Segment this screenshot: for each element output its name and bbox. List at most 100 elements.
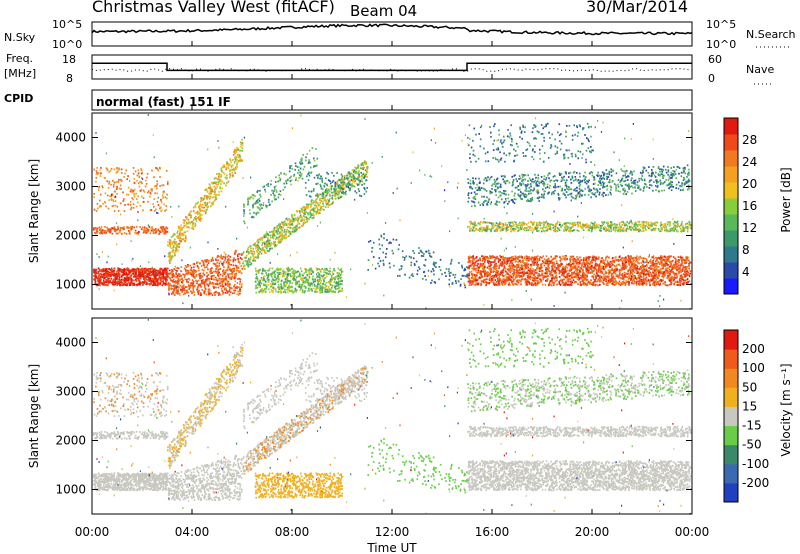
power-cell <box>278 279 280 281</box>
power-cell <box>341 290 343 292</box>
power-cell <box>337 183 339 185</box>
power-cell <box>187 273 189 275</box>
power-cell <box>182 233 184 235</box>
power-cell <box>275 277 277 279</box>
power-cell <box>129 272 131 274</box>
power-cell <box>225 185 227 187</box>
power-cell <box>178 267 180 269</box>
power-cell <box>105 270 107 272</box>
power-cell <box>179 280 181 282</box>
power-cell <box>314 291 316 293</box>
power-cell <box>190 215 192 217</box>
power-cell <box>181 277 183 279</box>
power-cell <box>186 218 188 220</box>
power-cell <box>148 277 150 279</box>
power-cell <box>312 147 314 149</box>
power-cell <box>299 274 301 276</box>
power-cell <box>336 272 338 274</box>
power-cell <box>302 275 304 277</box>
power-cell <box>299 284 301 286</box>
power-cell <box>429 255 431 257</box>
power-cell <box>371 251 373 253</box>
power-cell <box>290 227 292 229</box>
power-cell <box>435 282 437 284</box>
power-cell <box>172 288 174 290</box>
power-cell <box>201 282 203 284</box>
power-cell <box>96 170 98 172</box>
power-cell <box>239 288 241 290</box>
power-cell <box>257 212 259 214</box>
power-cell <box>133 167 135 169</box>
power-cell <box>263 241 265 243</box>
power-cell <box>583 260 585 262</box>
power-cell <box>379 248 381 250</box>
power-cell <box>279 177 281 179</box>
power-cell <box>321 180 323 182</box>
power-cell <box>431 256 433 258</box>
power-cell <box>160 168 162 170</box>
power-cell <box>353 174 355 176</box>
power-cell <box>240 253 242 255</box>
power-cell <box>339 184 341 186</box>
power-cell <box>126 194 128 196</box>
power-cell <box>284 289 286 291</box>
power-cell <box>316 267 318 269</box>
power-cell <box>292 287 294 289</box>
power-cell <box>274 197 276 199</box>
power-cell <box>163 204 165 206</box>
power-cell <box>283 189 285 191</box>
power-cell <box>398 244 400 246</box>
power-cell <box>451 259 453 261</box>
power-cell <box>199 213 201 215</box>
power-cell <box>649 284 651 286</box>
power-cell <box>678 256 680 258</box>
power-cell <box>190 265 192 267</box>
power-cell <box>393 265 395 267</box>
power-cell <box>309 150 311 152</box>
power-cell <box>341 288 343 290</box>
power-cell <box>225 287 227 289</box>
power-cell <box>322 291 324 293</box>
power-cell <box>321 178 323 180</box>
power-cell <box>344 175 346 177</box>
power-cell <box>323 271 325 273</box>
power-cell <box>455 282 457 284</box>
power-cell <box>100 173 102 175</box>
power-cell <box>163 227 165 229</box>
power-cell <box>260 280 262 282</box>
power-cell <box>185 224 187 226</box>
power-cell <box>279 223 281 225</box>
power-cell <box>169 244 171 246</box>
power-cell <box>115 274 117 276</box>
power-cell <box>179 243 181 245</box>
power-cell <box>136 269 138 271</box>
power-cell <box>340 289 342 291</box>
power-cell <box>131 228 133 230</box>
power-cell <box>286 236 288 238</box>
power-cell <box>302 178 304 180</box>
power-cell <box>327 193 329 195</box>
power-cell <box>103 230 105 232</box>
power-cell <box>245 257 247 259</box>
power-cell <box>199 209 201 211</box>
power-cell <box>498 261 500 263</box>
power-cell <box>286 218 288 220</box>
power-cell <box>265 252 267 254</box>
power-cell <box>120 188 122 190</box>
power-cell <box>214 294 216 296</box>
power-cell <box>235 168 237 170</box>
power-cell <box>227 268 229 270</box>
power-cell <box>273 234 275 236</box>
power-cell <box>325 206 327 208</box>
power-cell <box>262 247 264 249</box>
power-cell <box>240 279 242 281</box>
power-cell <box>372 247 374 249</box>
power-cell <box>351 184 353 186</box>
power-cell <box>467 273 469 275</box>
power-cell <box>110 170 112 172</box>
power-cell <box>134 182 136 184</box>
power-cell <box>325 289 327 291</box>
power-cell <box>212 191 214 193</box>
power-cell <box>448 270 450 272</box>
power-cell <box>160 199 162 201</box>
